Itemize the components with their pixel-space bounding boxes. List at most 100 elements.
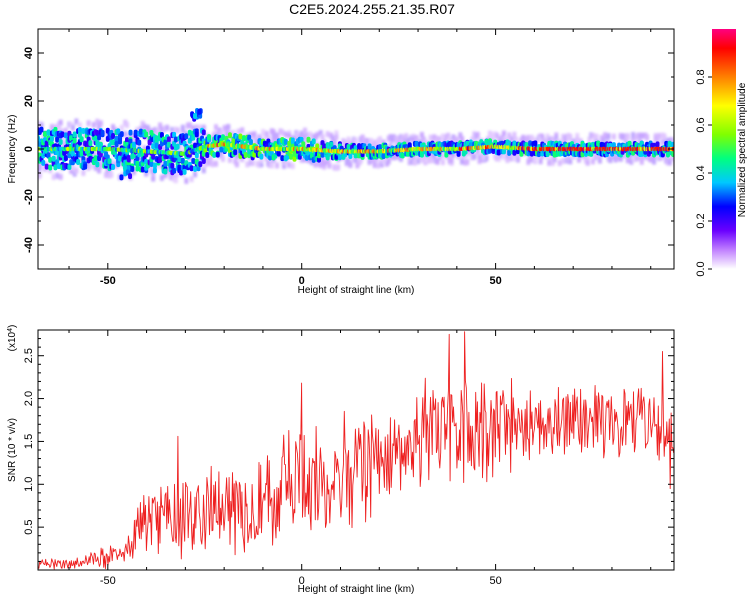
spectrogram-cell bbox=[283, 158, 288, 165]
spectrogram-cell bbox=[576, 156, 581, 163]
spectrogram-cell bbox=[252, 131, 257, 138]
spectrogram-cell bbox=[259, 156, 264, 163]
spectrogram-cell bbox=[603, 132, 608, 139]
spectrogram-cell bbox=[170, 126, 175, 133]
spectrogram-cell bbox=[175, 170, 180, 177]
spectrogram-cell bbox=[320, 156, 325, 163]
spectrogram-cell bbox=[220, 155, 225, 162]
spectrogram-cell bbox=[594, 133, 599, 140]
spectrogram-cell bbox=[76, 158, 81, 165]
spectrogram-cell bbox=[428, 134, 433, 141]
spectrogram-cell bbox=[561, 157, 566, 164]
spectrogram-cell bbox=[309, 159, 314, 166]
spectrogram-cell bbox=[290, 137, 295, 144]
spectrogram-cell bbox=[236, 128, 241, 135]
spectrogram-cell bbox=[315, 132, 320, 139]
spectrogram-cell bbox=[550, 159, 555, 166]
spectrogram-cell bbox=[378, 144, 383, 151]
spectrogram-y-ticks: 40 20 0 -20 -40 bbox=[23, 28, 674, 270]
spectrogram-cell bbox=[48, 164, 53, 171]
spectrogram-cell bbox=[631, 132, 636, 139]
spectrogram-cell bbox=[250, 136, 255, 143]
spectrogram-cell bbox=[301, 156, 306, 163]
spectrogram-cell bbox=[41, 159, 46, 166]
spectrogram-cell bbox=[55, 172, 60, 179]
spectrogram-cell bbox=[318, 161, 323, 168]
spectrogram-cell bbox=[622, 133, 627, 140]
spectrogram-cell bbox=[456, 150, 461, 157]
spectrogram-cell bbox=[247, 134, 252, 141]
spectrogram-cell bbox=[379, 161, 384, 168]
spectrogram-cell bbox=[93, 155, 98, 162]
spectrogram-cell bbox=[587, 136, 592, 143]
spectrogram-cell bbox=[449, 157, 454, 164]
spectrogram-cell bbox=[423, 139, 428, 146]
spectrogram-cell bbox=[316, 156, 321, 163]
colorbar-tick-label-1: 0.2 bbox=[695, 213, 707, 228]
spectrogram-y-tick-label-2: 0 bbox=[23, 146, 35, 152]
spectrogram-cell bbox=[79, 136, 84, 143]
spectrogram-cell bbox=[639, 150, 644, 157]
spectrogram-cell bbox=[329, 141, 334, 148]
spectrogram-cell bbox=[671, 141, 674, 148]
snr-y-tick-label-4: 2.5 bbox=[23, 348, 35, 363]
spectrogram-cell bbox=[318, 130, 323, 137]
colorbar-label: Normalized spectral amplitude bbox=[737, 82, 748, 217]
spectrogram-blob-0 bbox=[190, 107, 203, 122]
spectrogram-cell bbox=[49, 135, 54, 142]
spectrogram-cell bbox=[104, 129, 109, 136]
spectrogram-cell bbox=[611, 133, 616, 140]
spectrogram-cell bbox=[39, 122, 44, 129]
spectrogram-cell bbox=[367, 143, 372, 150]
spectrogram-cell bbox=[500, 134, 505, 141]
spectrogram-cell bbox=[158, 122, 163, 129]
spectrogram-cell bbox=[95, 130, 100, 137]
spectrogram-cell bbox=[667, 158, 672, 165]
spectrogram-cell bbox=[118, 138, 123, 145]
spectrogram-cell bbox=[625, 133, 630, 140]
spectrogram-cell bbox=[398, 155, 403, 162]
colorbar: 0.0 0.2 0.4 0.6 0.8 Normalized spectral ampl… bbox=[695, 29, 748, 277]
spectrogram-cell bbox=[122, 164, 127, 171]
spectrogram-cell bbox=[472, 153, 477, 160]
spectrogram-cell bbox=[214, 160, 219, 167]
spectrogram-cell bbox=[475, 131, 480, 138]
spectrogram-cell bbox=[334, 133, 339, 140]
spectrogram-cell bbox=[70, 124, 75, 131]
spectrogram-cell bbox=[372, 161, 377, 168]
spectrogram-cell bbox=[231, 138, 236, 145]
spectrogram-cell bbox=[212, 151, 217, 158]
spectrogram-cell bbox=[137, 139, 142, 146]
spectrogram-cell bbox=[131, 141, 136, 148]
spectrogram-cell bbox=[292, 155, 297, 162]
spectrogram-cell bbox=[512, 131, 517, 138]
spectrogram-cell bbox=[290, 163, 295, 170]
spectrogram-cell bbox=[419, 151, 424, 158]
spectrogram-cell bbox=[501, 153, 506, 160]
spectrogram-cell bbox=[97, 134, 102, 141]
spectrogram-cell bbox=[301, 141, 306, 148]
spectrogram-cell bbox=[38, 172, 42, 179]
spectrogram-cell bbox=[554, 135, 559, 142]
spectrogram-cell bbox=[201, 129, 206, 136]
spectrogram-cell bbox=[498, 152, 503, 159]
spectrogram-cell bbox=[248, 131, 253, 138]
spectrogram-cell bbox=[191, 125, 196, 132]
spectrogram-cell bbox=[419, 156, 424, 163]
spectrogram-cell bbox=[615, 155, 620, 162]
spectrogram-cell bbox=[111, 163, 116, 170]
spectrogram-cell bbox=[125, 137, 130, 144]
spectrogram-cell bbox=[53, 164, 58, 171]
spectrogram-cell bbox=[161, 146, 166, 153]
spectrogram-cell bbox=[165, 124, 170, 131]
spectrogram-cell bbox=[38, 120, 40, 127]
spectrogram-cell bbox=[638, 154, 643, 161]
spectrogram-cell bbox=[510, 135, 515, 142]
spectrogram-cell bbox=[505, 152, 510, 159]
spectrogram-cell bbox=[240, 139, 245, 146]
spectrogram-cell bbox=[320, 134, 325, 141]
spectrogram-y-tick-label-0: 40 bbox=[23, 47, 35, 59]
spectrogram-cell bbox=[173, 177, 178, 184]
spectrogram-cell bbox=[208, 154, 213, 161]
spectrogram-cell bbox=[133, 129, 138, 136]
